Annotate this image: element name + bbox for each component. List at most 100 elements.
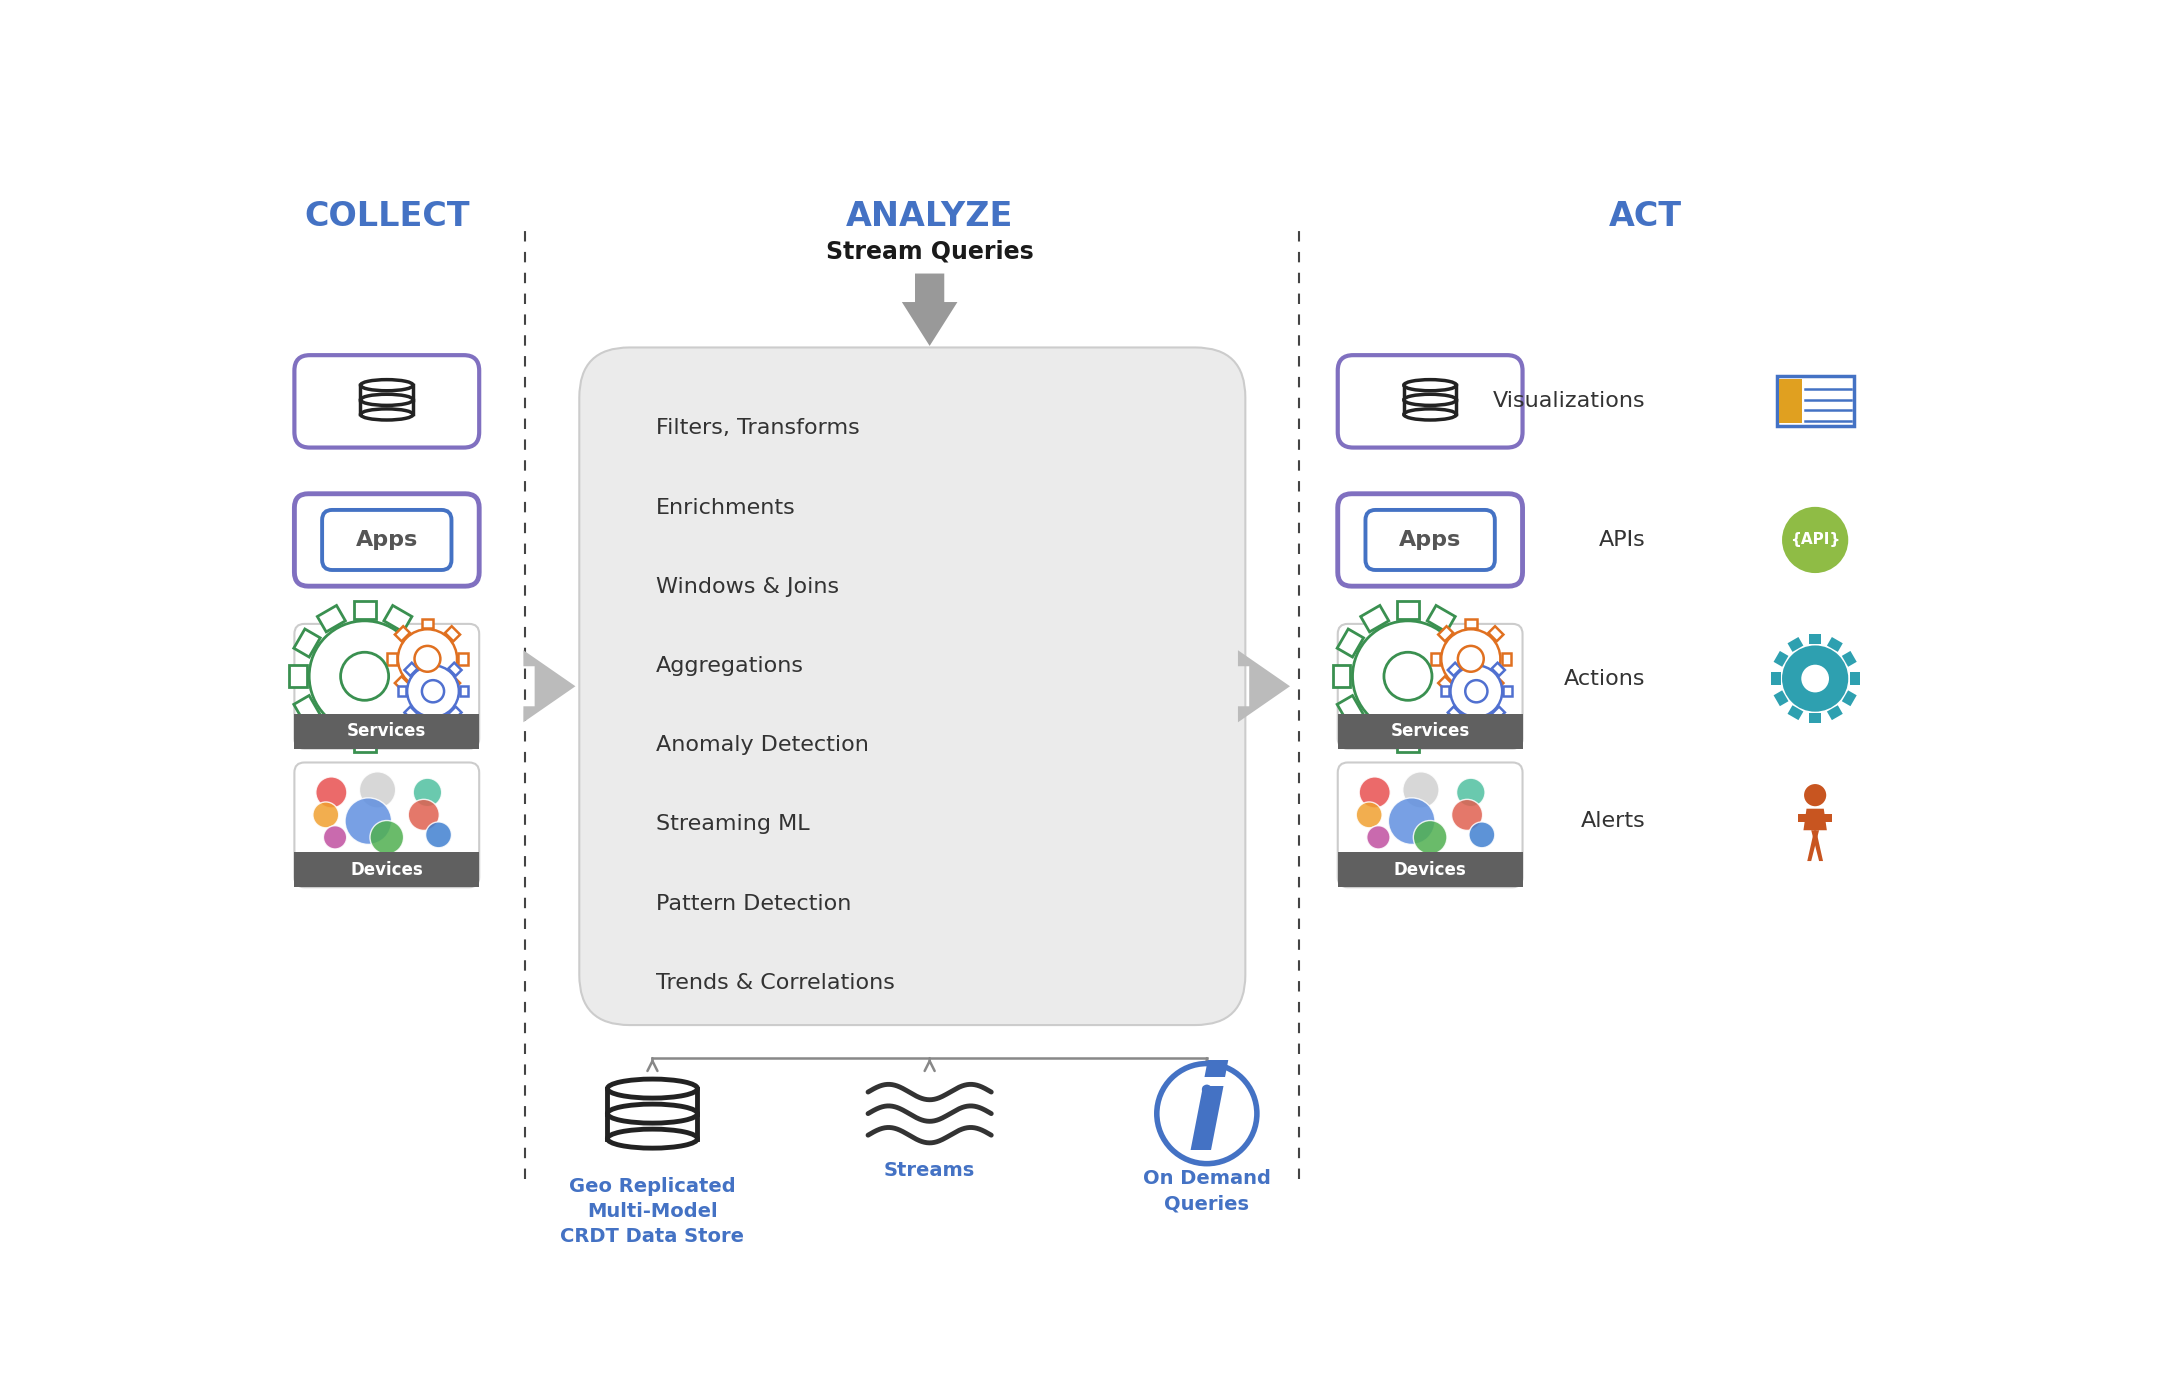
Polygon shape bbox=[1405, 400, 1457, 414]
Polygon shape bbox=[317, 605, 345, 631]
Polygon shape bbox=[524, 650, 576, 722]
Text: Pattern Detection: Pattern Detection bbox=[656, 894, 852, 913]
Circle shape bbox=[408, 665, 460, 717]
Text: Filters, Transforms: Filters, Transforms bbox=[656, 418, 861, 438]
Polygon shape bbox=[1489, 626, 1504, 641]
Polygon shape bbox=[902, 273, 958, 346]
FancyBboxPatch shape bbox=[1338, 355, 1524, 447]
Circle shape bbox=[369, 821, 404, 855]
Polygon shape bbox=[1787, 637, 1804, 652]
Circle shape bbox=[1452, 799, 1483, 831]
Text: Devices: Devices bbox=[1394, 860, 1467, 878]
Polygon shape bbox=[1841, 690, 1856, 707]
Polygon shape bbox=[1798, 814, 1832, 822]
FancyBboxPatch shape bbox=[293, 763, 479, 887]
Circle shape bbox=[1783, 645, 1847, 712]
Polygon shape bbox=[1437, 676, 1452, 691]
Polygon shape bbox=[404, 707, 419, 719]
Polygon shape bbox=[421, 690, 434, 698]
Text: Actions: Actions bbox=[1565, 669, 1647, 689]
Text: Enrichments: Enrichments bbox=[656, 498, 796, 517]
Polygon shape bbox=[1774, 690, 1789, 707]
Circle shape bbox=[1802, 665, 1830, 693]
Bar bbox=[293, 852, 479, 887]
Circle shape bbox=[1355, 802, 1381, 828]
Bar bbox=[293, 714, 479, 749]
Circle shape bbox=[1457, 778, 1485, 807]
Polygon shape bbox=[360, 385, 412, 400]
Polygon shape bbox=[1804, 809, 1828, 831]
Polygon shape bbox=[1405, 385, 1457, 400]
Ellipse shape bbox=[606, 1079, 697, 1098]
Polygon shape bbox=[1489, 676, 1504, 691]
Circle shape bbox=[1202, 1085, 1213, 1094]
Text: i: i bbox=[1187, 1059, 1228, 1175]
Circle shape bbox=[1383, 652, 1433, 700]
FancyBboxPatch shape bbox=[293, 625, 479, 749]
Circle shape bbox=[1388, 797, 1435, 845]
Circle shape bbox=[1413, 821, 1448, 855]
Text: Streaming ML: Streaming ML bbox=[656, 814, 809, 835]
Polygon shape bbox=[395, 676, 410, 691]
Polygon shape bbox=[1491, 662, 1504, 676]
Text: {API}: {API} bbox=[1789, 533, 1841, 548]
Text: Apps: Apps bbox=[356, 530, 419, 551]
Polygon shape bbox=[384, 721, 412, 747]
Ellipse shape bbox=[1405, 379, 1457, 390]
Bar bbox=[1778, 379, 1802, 424]
Circle shape bbox=[397, 629, 457, 689]
Polygon shape bbox=[1334, 665, 1351, 687]
Polygon shape bbox=[1426, 721, 1454, 747]
Polygon shape bbox=[427, 657, 438, 665]
Circle shape bbox=[315, 776, 347, 809]
Polygon shape bbox=[445, 676, 460, 691]
Polygon shape bbox=[354, 733, 375, 751]
Polygon shape bbox=[289, 665, 306, 687]
Polygon shape bbox=[1338, 696, 1364, 723]
Polygon shape bbox=[410, 629, 436, 657]
Circle shape bbox=[1442, 629, 1500, 689]
Polygon shape bbox=[1841, 651, 1856, 666]
Circle shape bbox=[1360, 776, 1390, 809]
Polygon shape bbox=[1465, 619, 1476, 629]
Polygon shape bbox=[360, 400, 412, 414]
Text: On Demand
Queries: On Demand Queries bbox=[1144, 1170, 1271, 1213]
Circle shape bbox=[425, 822, 451, 848]
Circle shape bbox=[341, 652, 388, 700]
Polygon shape bbox=[410, 696, 436, 723]
Text: Visualizations: Visualizations bbox=[1493, 392, 1647, 411]
Polygon shape bbox=[449, 707, 462, 719]
Text: Alerts: Alerts bbox=[1582, 811, 1647, 831]
FancyBboxPatch shape bbox=[293, 355, 479, 447]
Text: Anomaly Detection: Anomaly Detection bbox=[656, 735, 870, 756]
Polygon shape bbox=[1362, 721, 1390, 747]
FancyBboxPatch shape bbox=[1338, 493, 1524, 585]
Polygon shape bbox=[293, 696, 319, 723]
Text: Apps: Apps bbox=[1398, 530, 1461, 551]
Circle shape bbox=[412, 778, 442, 807]
Polygon shape bbox=[1465, 690, 1476, 698]
Polygon shape bbox=[1396, 601, 1420, 619]
Polygon shape bbox=[1774, 651, 1789, 666]
Bar bbox=[1338, 714, 1524, 749]
Text: ANALYZE: ANALYZE bbox=[846, 201, 1014, 233]
Circle shape bbox=[1459, 645, 1485, 672]
Polygon shape bbox=[354, 601, 375, 619]
Ellipse shape bbox=[360, 395, 412, 406]
Circle shape bbox=[1403, 772, 1439, 809]
Polygon shape bbox=[386, 652, 397, 665]
Ellipse shape bbox=[606, 1104, 697, 1124]
Polygon shape bbox=[1808, 634, 1821, 644]
Polygon shape bbox=[1472, 718, 1483, 726]
Polygon shape bbox=[1452, 629, 1478, 657]
Polygon shape bbox=[449, 662, 462, 676]
Ellipse shape bbox=[606, 1129, 697, 1149]
Text: APIs: APIs bbox=[1599, 530, 1647, 551]
Polygon shape bbox=[1772, 672, 1780, 684]
Polygon shape bbox=[1806, 831, 1819, 861]
Bar bbox=[1338, 852, 1524, 887]
Circle shape bbox=[1465, 680, 1487, 703]
Polygon shape bbox=[1787, 705, 1804, 721]
Text: ACT: ACT bbox=[1610, 201, 1683, 233]
Polygon shape bbox=[1504, 686, 1511, 697]
